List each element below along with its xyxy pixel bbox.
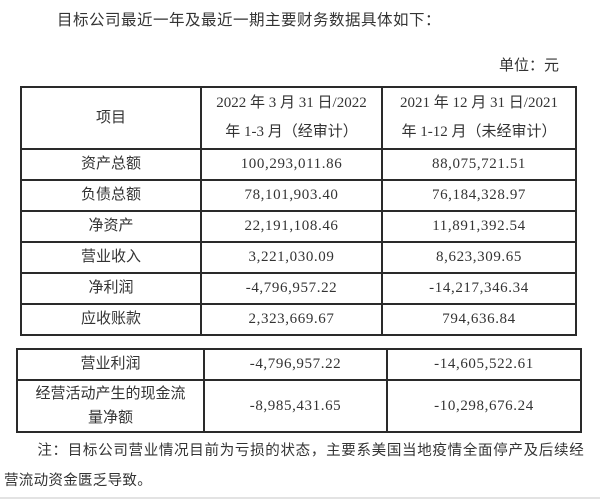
financial-table-continued: 营业利润 -4,796,957.22 -14,605,522.61 经营活动产生… <box>16 348 582 433</box>
column-header-2022: 2022 年 3 月 31 日/2022 年 1-3 月（经审计） <box>200 86 383 150</box>
footnote-text: 注：目标公司营业情况目前为亏损的状态，主要系美国当地疫情全面停产及后续经营流动资… <box>4 443 584 489</box>
table-row-accounts-receivable: 应收账款 2,323,669.67 794,636.84 <box>20 303 577 336</box>
row-label: 应收账款 <box>20 303 202 336</box>
value-2021: 11,891,392.54 <box>381 210 577 243</box>
table-row-total-assets: 资产总额 100,293,011.86 88,075,721.51 <box>20 148 577 181</box>
row-label: 净利润 <box>20 272 202 305</box>
table-row-net-profit: 净利润 -4,796,957.22 -14,217,346.34 <box>20 272 577 305</box>
value-2022: -4,796,957.22 <box>203 348 388 381</box>
row-label: 营业利润 <box>16 348 205 381</box>
row-label: 营业收入 <box>20 241 202 274</box>
table-row-total-liabilities: 负债总额 78,101,903.40 76,184,328.97 <box>20 179 577 212</box>
table-row-net-assets: 净资产 22,191,108.46 11,891,392.54 <box>20 210 577 243</box>
financial-table-main: 项目 2022 年 3 月 31 日/2022 年 1-3 月（经审计） 202… <box>20 86 577 336</box>
value-2021: 88,075,721.51 <box>381 148 577 181</box>
unit-label: 单位：元 <box>499 58 560 74</box>
column-header-2021: 2021 年 12 月 31 日/2021 年 1-12 月（未经审计） <box>381 86 577 150</box>
value-2022: 2,323,669.67 <box>200 303 383 336</box>
row-label: 经营活动产生的现金流 量净额 <box>16 379 205 433</box>
value-2021: 794,636.84 <box>381 303 577 336</box>
table-row-operating-cash-flow: 经营活动产生的现金流 量净额 -8,985,431.65 -10,298,676… <box>16 379 582 433</box>
value-2022: 100,293,011.86 <box>200 148 383 181</box>
document-title: 目标公司最近一年及最近一期主要财务数据具体如下： <box>57 12 442 29</box>
value-2022: -8,985,431.65 <box>203 379 388 433</box>
column-header-item: 项目 <box>20 86 202 150</box>
value-2022: 3,221,030.09 <box>200 241 383 274</box>
table-header-row: 项目 2022 年 3 月 31 日/2022 年 1-3 月（经审计） 202… <box>20 86 577 150</box>
table-row-operating-revenue: 营业收入 3,221,030.09 8,623,309.65 <box>20 241 577 274</box>
value-2022: -4,796,957.22 <box>200 272 383 305</box>
value-2022: 78,101,903.40 <box>200 179 383 212</box>
value-2021: -14,605,522.61 <box>386 348 582 381</box>
row-label: 负债总额 <box>20 179 202 212</box>
screenshot-bottom-edge <box>0 497 600 499</box>
table-row-operating-profit: 营业利润 -4,796,957.22 -14,605,522.61 <box>16 348 582 381</box>
row-label: 净资产 <box>20 210 202 243</box>
value-2021: 76,184,328.97 <box>381 179 577 212</box>
value-2021: -14,217,346.34 <box>381 272 577 305</box>
value-2021: -10,298,676.24 <box>386 379 582 433</box>
row-label: 资产总额 <box>20 148 202 181</box>
value-2021: 8,623,309.65 <box>381 241 577 274</box>
value-2022: 22,191,108.46 <box>200 210 383 243</box>
